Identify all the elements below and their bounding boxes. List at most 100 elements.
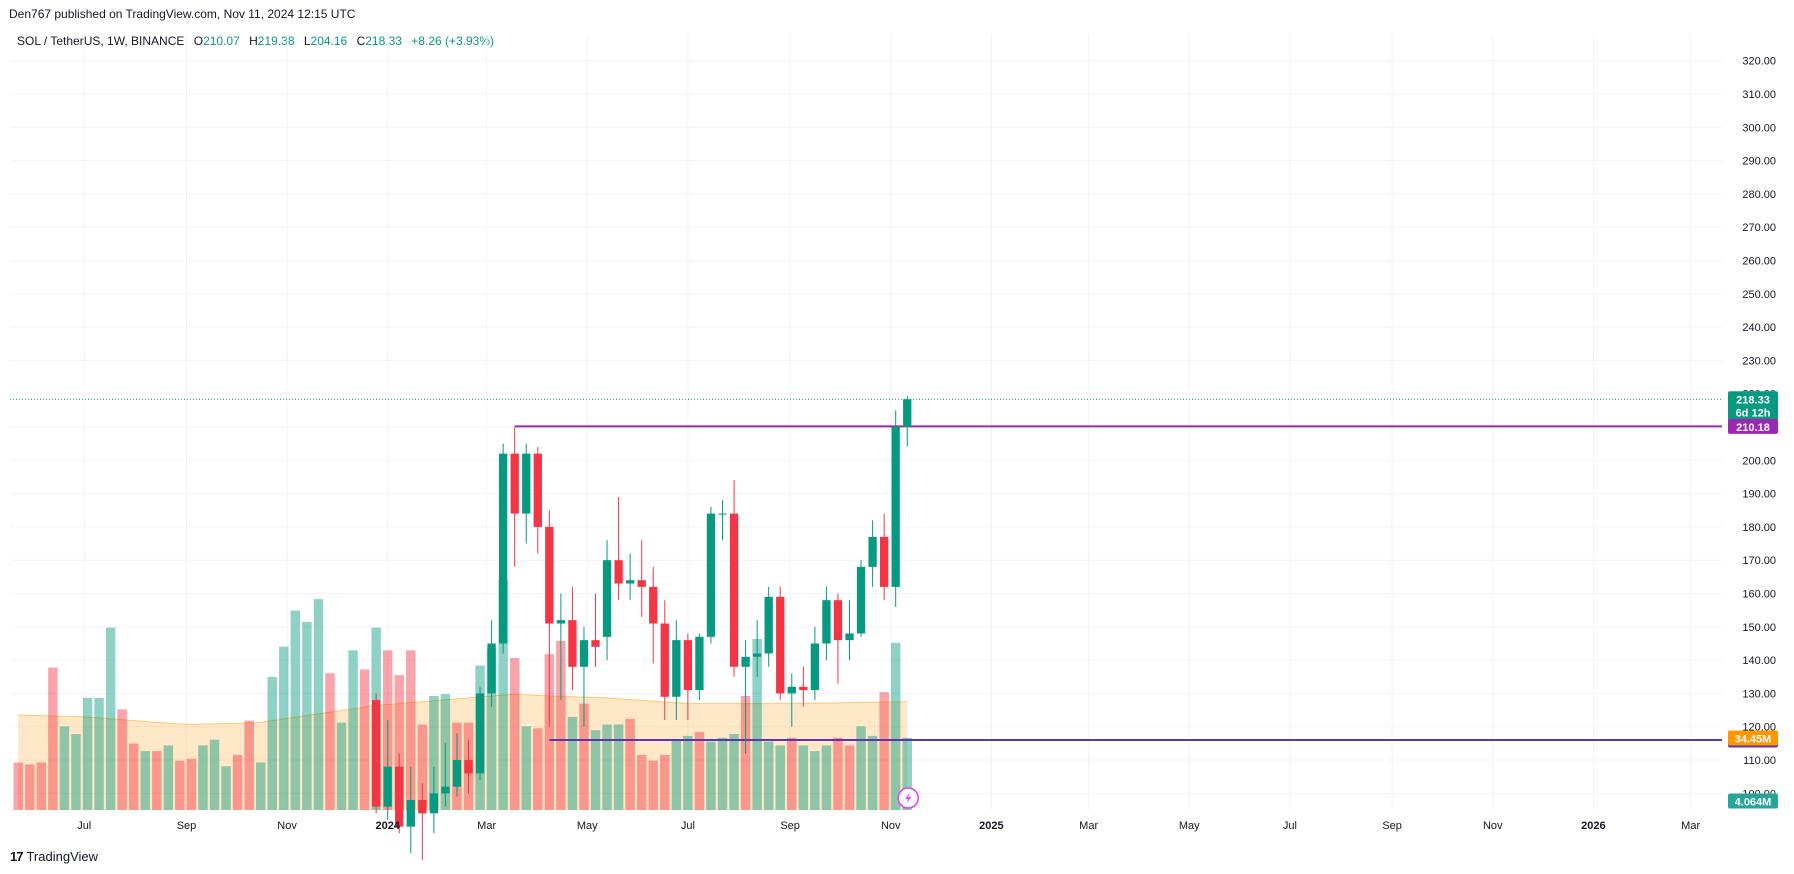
volume-bar bbox=[417, 724, 428, 810]
volume-bar bbox=[683, 735, 693, 810]
volume-bar bbox=[567, 716, 578, 810]
candle-body bbox=[787, 686, 796, 694]
symbol-name: SOL / TetherUS, 1W, BINANCE bbox=[17, 34, 185, 48]
volume-ma-area bbox=[18, 694, 908, 810]
volume-badge bbox=[1728, 793, 1778, 809]
volume-bar bbox=[648, 760, 658, 810]
x-tick-label: Sep bbox=[780, 820, 800, 832]
candle-body bbox=[510, 453, 519, 514]
close-label: C bbox=[356, 34, 366, 48]
volume-bar bbox=[694, 732, 705, 810]
volume-bar bbox=[163, 745, 174, 810]
tradingview-footer[interactable]: 17 TradingView bbox=[10, 849, 98, 864]
x-tick-label: Nov bbox=[881, 820, 901, 832]
candle-body bbox=[429, 793, 439, 814]
volume-bar bbox=[255, 762, 266, 810]
volume-bar bbox=[209, 739, 220, 810]
volume-bar bbox=[602, 724, 612, 810]
tradingview-logo-icon: 17 bbox=[10, 849, 24, 864]
y-tick-label: 280.00 bbox=[1742, 189, 1776, 201]
volume-bar bbox=[279, 646, 289, 810]
volume-bar bbox=[325, 673, 335, 810]
last-price-badge-text: 218.33 bbox=[1736, 394, 1770, 406]
y-tick-label: 140.00 bbox=[1742, 655, 1776, 667]
volume-bar bbox=[105, 627, 116, 810]
y-tick-label: 130.00 bbox=[1742, 688, 1776, 700]
low-value: 204.16 bbox=[310, 34, 348, 48]
y-tick-label: 160.00 bbox=[1742, 589, 1776, 601]
volume-bar bbox=[267, 677, 277, 810]
x-tick-label: Jul bbox=[1283, 820, 1297, 832]
candle-body bbox=[752, 653, 762, 657]
candle-body bbox=[475, 693, 485, 774]
x-tick-label: Sep bbox=[1382, 820, 1402, 832]
candle-body bbox=[856, 566, 866, 634]
volume-bar bbox=[140, 751, 150, 810]
volume-bar bbox=[821, 745, 832, 810]
x-tick-label: Jul bbox=[77, 820, 91, 832]
volume-bar bbox=[302, 621, 312, 810]
candle-body bbox=[591, 640, 600, 647]
candle-body bbox=[799, 686, 808, 691]
volume-bar bbox=[856, 726, 866, 810]
candle-body bbox=[441, 786, 450, 794]
candle-body bbox=[649, 586, 658, 624]
candle-body bbox=[903, 399, 912, 427]
x-tick-label: Nov bbox=[277, 820, 297, 832]
x-tick-label: 2026 bbox=[1581, 820, 1605, 832]
volume-bar bbox=[313, 599, 324, 810]
volume-bar bbox=[336, 722, 347, 810]
published-header: Den767 published on TradingView.com, Nov… bbox=[9, 7, 356, 21]
x-tick-label: Mar bbox=[1079, 820, 1098, 832]
x-tick-label: Mar bbox=[1681, 820, 1700, 832]
candle-body bbox=[637, 580, 646, 587]
volume-bar bbox=[579, 703, 589, 810]
volume-bar bbox=[48, 667, 58, 810]
candle-body bbox=[487, 643, 496, 694]
high-label: H bbox=[249, 34, 258, 48]
volume-bar bbox=[152, 751, 162, 810]
candle-body bbox=[741, 656, 750, 667]
volume-bar bbox=[244, 720, 254, 810]
candle-body bbox=[406, 800, 415, 827]
volume-bar bbox=[625, 718, 635, 810]
volume-bar bbox=[902, 737, 912, 810]
y-tick-label: 310.00 bbox=[1742, 89, 1776, 101]
candle-body bbox=[522, 453, 531, 514]
x-tick-label: 2025 bbox=[979, 820, 1003, 832]
candle-body bbox=[625, 580, 635, 584]
volume-bar bbox=[36, 762, 47, 810]
y-tick-label: 270.00 bbox=[1742, 222, 1776, 234]
open-label: O bbox=[193, 34, 204, 48]
volume-bar bbox=[533, 728, 543, 810]
volume-bar bbox=[798, 745, 809, 810]
candle-body bbox=[822, 600, 831, 644]
candle-body bbox=[464, 760, 473, 774]
volume-bar bbox=[359, 669, 370, 810]
x-tick-label: May bbox=[577, 820, 598, 832]
candle-body bbox=[718, 513, 727, 515]
volume-bar bbox=[867, 735, 878, 810]
volume-bar bbox=[509, 658, 520, 810]
level-badge-high bbox=[1728, 418, 1778, 434]
candle-body bbox=[660, 623, 669, 697]
volume-bar bbox=[787, 737, 797, 810]
candle-body bbox=[452, 760, 462, 787]
candle-body bbox=[868, 536, 877, 567]
candle-body bbox=[706, 513, 716, 637]
y-tick-label: 290.00 bbox=[1742, 156, 1776, 168]
level-badge-high-text: 210.18 bbox=[1736, 422, 1770, 434]
symbol-legend[interactable]: SOL / TetherUS, 1W, BINANCE O210.07 H219… bbox=[17, 34, 494, 48]
volume-bar bbox=[890, 642, 901, 810]
volume-bar bbox=[175, 760, 185, 810]
volume-bar bbox=[671, 739, 682, 810]
candle-body bbox=[891, 426, 900, 587]
x-tick-label: Jul bbox=[681, 820, 695, 832]
candle-body bbox=[729, 513, 739, 667]
volume-bar bbox=[186, 758, 197, 810]
candle-body bbox=[568, 620, 577, 667]
change-value: +8.26 (+3.93%) bbox=[411, 34, 495, 48]
candle-body bbox=[810, 643, 820, 691]
y-tick-label: 240.00 bbox=[1742, 322, 1776, 334]
